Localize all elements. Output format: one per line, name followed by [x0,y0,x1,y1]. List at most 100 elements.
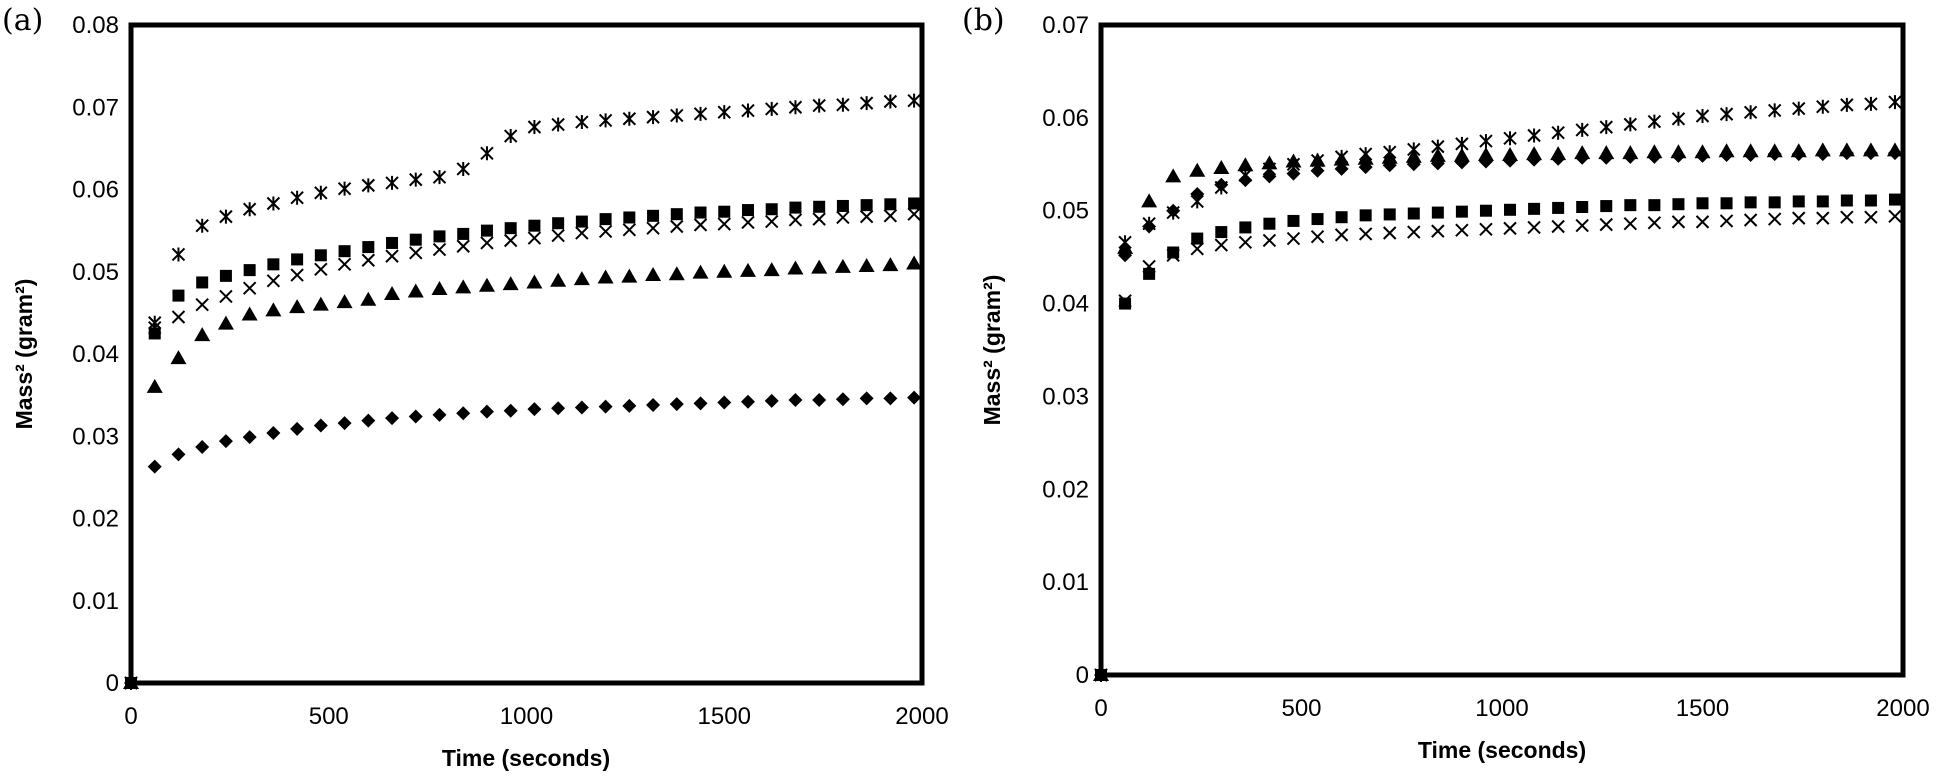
data-point-diamond [432,407,447,422]
data-point-square [1600,200,1613,213]
data-point-square [1143,267,1156,280]
data-point-asterisk [1238,168,1253,183]
data-point-triangle [502,276,519,291]
data-point-x [1864,210,1878,224]
data-point-x [598,224,613,239]
data-point-x [1334,228,1349,242]
data-point-x [812,212,826,226]
data-point-diamond [859,391,874,406]
data-point-asterisk [1671,111,1686,126]
data-point-square [1696,197,1709,210]
data-point-asterisk [171,247,186,262]
data-point-square [314,249,327,262]
data-point-diamond [313,418,328,433]
data-point-x [1455,223,1469,237]
data-point-square [1191,232,1204,245]
data-point-diamond [740,394,755,409]
data-point-triangle [1550,146,1567,161]
data-point-square [1648,199,1661,212]
data-point-x [1286,231,1301,246]
series-diamond-a [124,390,922,690]
data-point-x [1647,216,1662,230]
data-point-x [1671,215,1686,229]
data-point-triangle [668,266,685,281]
data-point-asterisk [1599,120,1613,135]
data-point-triangle [1189,162,1206,177]
data-point-triangle [858,257,875,272]
data-point-square [836,199,849,212]
data-point-square [1624,199,1637,212]
data-point-asterisk [409,172,423,187]
data-point-asterisk [527,119,542,134]
data-point-square [1768,196,1781,209]
data-point-square [1552,201,1565,214]
data-point-square [1816,195,1829,208]
data-point-square [148,327,161,340]
data-point-square [528,219,541,232]
plot-frame-a [128,22,925,686]
data-point-diamond [646,397,661,412]
data-point-triangle [716,263,733,278]
data-point-square [1479,204,1492,217]
data-point-asterisk [1864,96,1878,111]
data-point-diamond [764,393,779,408]
x-tick-label-a: 1500 [698,703,751,730]
data-point-square [1431,206,1444,219]
data-point-triangle [526,274,543,289]
data-point-diamond [242,430,257,445]
data-point-diamond [907,390,922,405]
data-point-diamond [835,392,850,407]
data-point-x [1623,217,1638,231]
data-point-square [196,276,209,289]
data-point-square [1792,195,1805,208]
data-point-x [314,262,328,276]
data-point-square [1407,207,1420,220]
data-point-diamond [551,401,566,416]
data-point-asterisk [314,185,328,200]
data-point-square [1239,221,1252,234]
data-point-x [646,221,660,235]
data-point-square [1840,194,1853,207]
data-point-square [480,224,493,237]
data-point-triangle [763,262,780,277]
data-point-x [741,215,755,230]
y-tick-label-b: 0.05 [1042,198,1089,225]
data-point-triangle [1790,143,1807,158]
data-point-asterisk [1358,147,1373,162]
data-point-triangle [739,262,756,277]
data-point-triangle [1598,145,1615,160]
data-point-x [788,213,803,227]
data-point-triangle [621,268,638,283]
series-triangle-b [1093,142,1903,681]
data-point-asterisk [1214,180,1229,195]
data-point-x [859,209,874,224]
data-point-x [480,236,494,250]
data-point-triangle [1574,145,1591,160]
data-point-asterisk [195,218,209,233]
data-point-triangle [1814,142,1831,157]
data-point-x [551,228,565,243]
data-point-diamond [598,399,613,414]
data-point-x [717,217,731,231]
data-point-x [219,289,233,304]
data-point-asterisk [1647,114,1662,129]
data-point-triangle [241,306,258,321]
data-point-triangle [645,267,662,282]
data-point-asterisk [859,96,874,111]
data-point-asterisk [598,113,613,128]
data-point-asterisk [1383,145,1397,160]
data-point-square [1383,208,1396,221]
data-point-asterisk [883,94,898,109]
series-square-a [125,197,921,689]
data-point-diamond [1286,166,1301,181]
data-point-x [1599,217,1613,232]
data-point-square [813,200,826,213]
data-point-triangle [146,378,163,393]
data-point-square [741,204,754,217]
plot-frame-b [1098,22,1906,678]
data-point-square [884,198,897,211]
y-tick-label-a: 0.03 [72,423,119,450]
data-point-square [575,215,588,228]
data-point-x [242,281,257,295]
data-point-diamond [218,434,233,449]
